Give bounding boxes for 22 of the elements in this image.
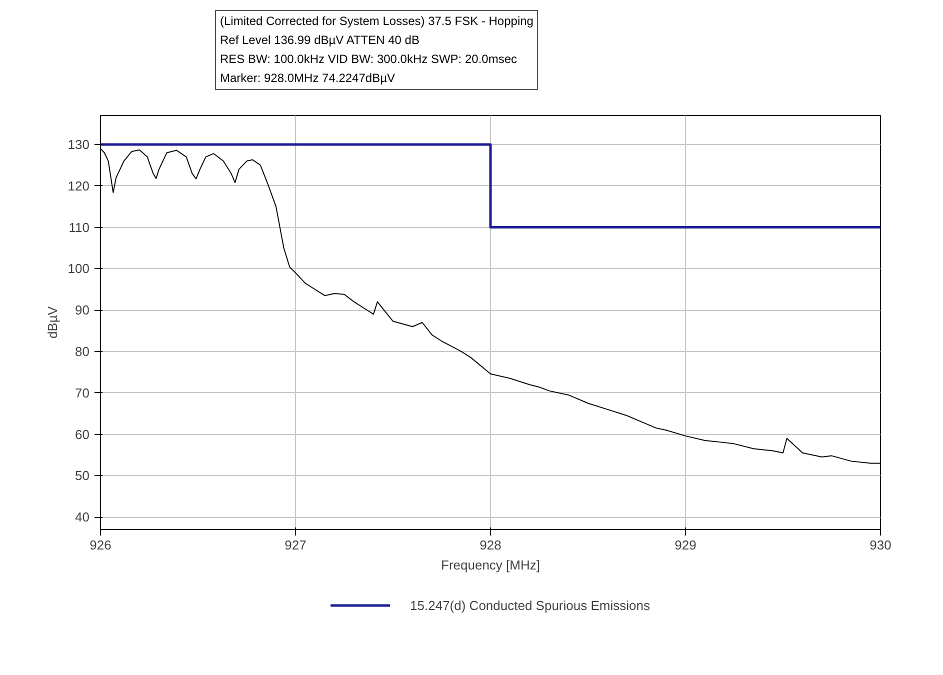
y-tick-label: 60 <box>75 426 90 442</box>
x-axis-title: Frequency [MHz] <box>441 558 540 572</box>
y-axis-title: dBµV <box>44 306 60 339</box>
chart-title: (Limited Corrected for System Losses) 37.5 FSK - Hopping <box>220 14 534 28</box>
legend-label: 15.247(d) Conducted Spurious Emissions <box>410 598 650 612</box>
x-tick-label: 929 <box>674 538 696 552</box>
x-tick-label: 927 <box>284 538 306 552</box>
x-tick-label: 928 <box>480 538 502 552</box>
x-tick-label: 930 <box>870 538 892 552</box>
y-tick-label: 90 <box>75 302 90 318</box>
y-tick-label: 50 <box>75 468 90 484</box>
y-tick-label: 100 <box>68 261 90 276</box>
y-tick-label: 110 <box>68 220 90 235</box>
text: Marker: 928.0MHz 74.2247dBµV <box>220 71 396 85</box>
y-tick-label: 120 <box>68 178 90 194</box>
y-tick-label: 70 <box>75 385 90 400</box>
y-tick-label: 130 <box>68 136 90 152</box>
y-tick-label: 80 <box>75 344 90 359</box>
x-tick-label: 926 <box>90 538 112 552</box>
y-tick-label: 40 <box>75 510 90 525</box>
text: Ref Level 136.99 dBµV ATTEN 40 dB <box>220 33 420 47</box>
text: RES BW: 100.0kHz VID BW: 300.0kHz SWP: 20.0msec <box>220 52 517 66</box>
